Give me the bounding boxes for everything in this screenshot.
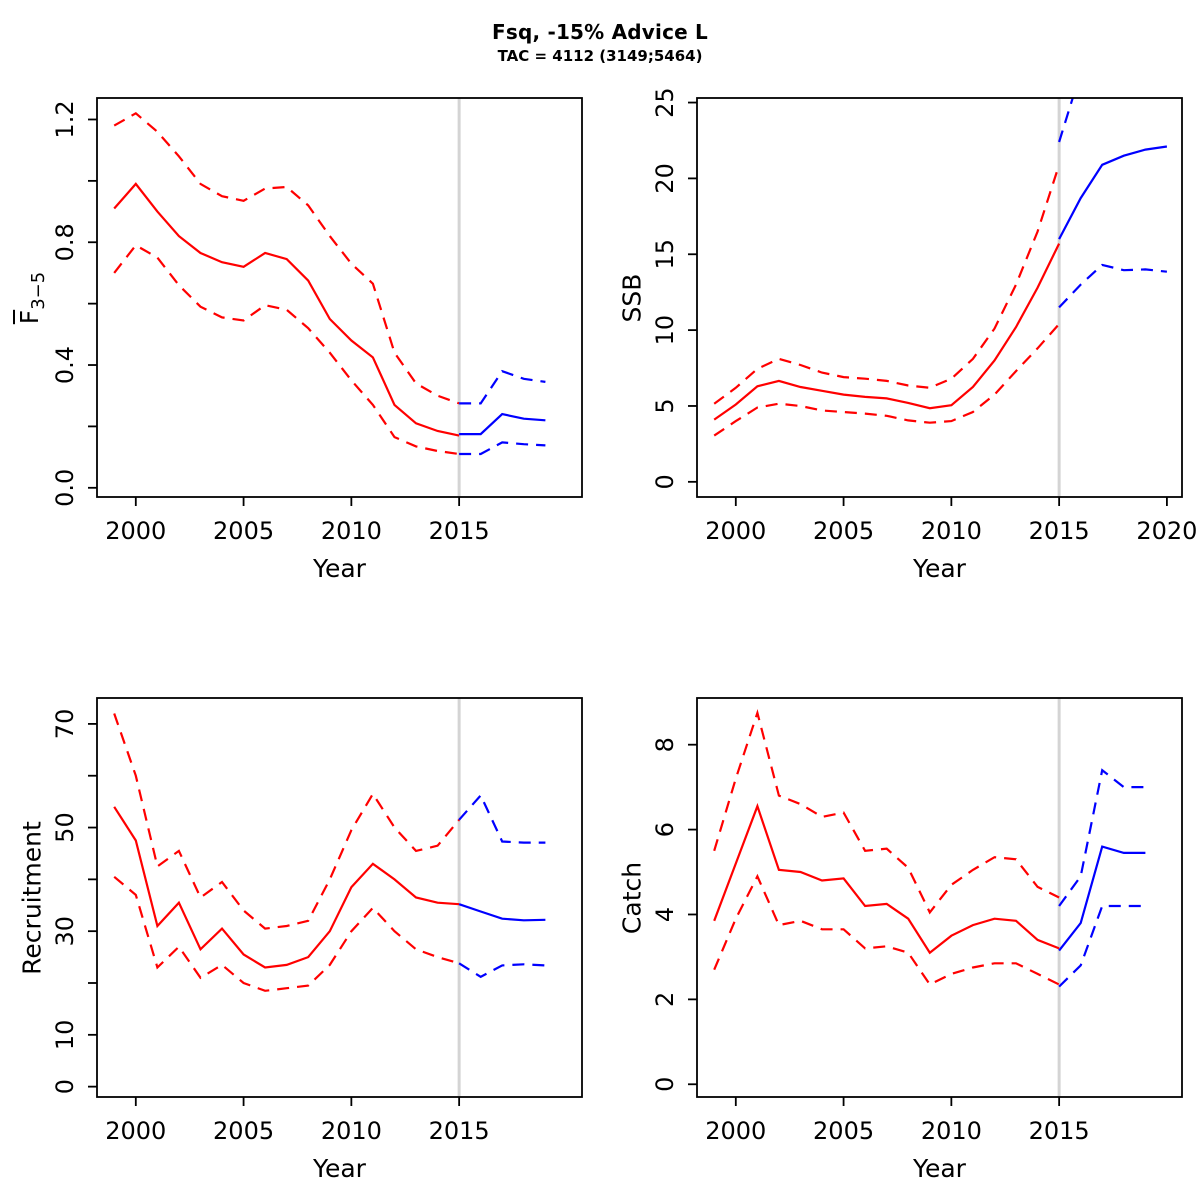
y-tick-label: 10 <box>51 1020 79 1051</box>
y-tick-label: 0.4 <box>51 346 79 384</box>
x-axis-title: Year <box>912 1154 967 1183</box>
series-forecast-lower <box>1058 904 1146 988</box>
x-tick-label: 2000 <box>705 1117 766 1145</box>
y-tick-label: 4 <box>651 907 679 922</box>
y-tick-label: 15 <box>651 239 679 270</box>
x-tick-label: 2020 <box>1136 517 1197 545</box>
y-tick-label: 25 <box>651 87 679 118</box>
x-tick-label: 2015 <box>1029 517 1090 545</box>
plot-box <box>696 697 1183 1098</box>
series-history-lower <box>713 323 1060 437</box>
y-tick-label: 0.8 <box>51 223 79 261</box>
y-tick-label: 6 <box>651 822 679 837</box>
plot-box <box>96 697 583 1098</box>
x-tick-label: 2015 <box>1029 1117 1090 1145</box>
y-tick-label: 0 <box>651 474 679 489</box>
chart-catch: 2000 2005 2010 2015 0 2 4 6 8 Year Catch <box>600 660 1200 1200</box>
chart-catch-canvas: 2000 2005 2010 2015 0 2 4 6 8 Year <box>651 697 1183 1183</box>
series-history-upper <box>113 111 460 405</box>
x-tick-label: 2010 <box>921 517 982 545</box>
y-tick-label: 70 <box>51 709 79 740</box>
series-history-median <box>113 806 460 969</box>
x-tick-label: 2015 <box>429 517 490 545</box>
x-tick-label: 2010 <box>321 517 382 545</box>
y-tick-label: 0 <box>651 1077 679 1092</box>
y-tick-label: 1.2 <box>51 100 79 138</box>
series-forecast-lower <box>1058 263 1168 309</box>
figure-title: Fsq, -15% Advice L <box>492 20 708 44</box>
series-history-lower <box>713 873 1060 986</box>
y-tick-label: 5 <box>651 398 679 413</box>
y-tick-label: 30 <box>51 916 79 947</box>
series-history-lower <box>113 243 460 456</box>
series-forecast-median <box>458 903 546 922</box>
series-history-upper <box>713 709 1060 915</box>
chart-recruitment: 2000 2005 2010 2015 0 10 30 50 70 Year Recruitment <box>0 660 600 1200</box>
x-tick-label: 2010 <box>921 1117 982 1145</box>
series-history-upper <box>113 713 460 930</box>
x-tick-label: 2005 <box>213 517 274 545</box>
series-forecast-upper <box>1058 768 1146 907</box>
series-forecast-upper <box>458 793 546 844</box>
x-tick-label: 2005 <box>813 517 874 545</box>
y-tick-label: 8 <box>651 737 679 752</box>
series-history-median <box>113 182 460 437</box>
series-forecast-lower <box>459 441 546 456</box>
y-tick-label: 20 <box>651 163 679 194</box>
plot-box <box>696 97 1183 498</box>
series-forecast-upper <box>1058 98 1074 143</box>
chart-recruitment-canvas: 2000 2005 2010 2015 0 10 30 50 70 Year <box>51 697 583 1183</box>
series-history-lower <box>113 875 460 992</box>
series-history-upper <box>713 164 1061 405</box>
x-tick-label: 2000 <box>105 517 166 545</box>
series-history-median <box>713 243 1061 421</box>
y-axis-title: Recruitment <box>17 820 47 975</box>
x-tick-label: 2005 <box>213 1117 274 1145</box>
x-axis-title: Year <box>912 554 967 583</box>
x-axis-title: Year <box>312 1154 367 1183</box>
y-tick-label: 10 <box>651 315 679 346</box>
plot-box <box>96 97 583 498</box>
series-forecast-median <box>1058 845 1146 952</box>
figure-subtitle: TAC = 4112 (3149;5464) <box>497 47 703 65</box>
y-tick-label: 0.0 <box>51 469 79 507</box>
x-axis-title: Year <box>312 554 367 583</box>
y-axis-title: SSB <box>617 273 647 322</box>
x-tick-label: 2015 <box>429 1117 490 1145</box>
x-tick-label: 2000 <box>105 1117 166 1145</box>
chart-ssb-canvas: 2000 2005 2010 2015 2020 0 5 10 15 20 25 Year <box>651 87 1197 583</box>
y-tick-label: 0 <box>51 1079 79 1094</box>
x-tick-label: 2000 <box>705 517 766 545</box>
x-tick-label: 2010 <box>321 1117 382 1145</box>
series-forecast-upper <box>459 369 546 405</box>
y-tick-label: 2 <box>651 992 679 1007</box>
chart-fbar: 2000 2005 2010 2015 0.0 0.4 0.8 1.2 Year F3−5 <box>0 60 600 640</box>
y-axis-title: Catch <box>617 861 647 934</box>
series-forecast-median <box>1058 145 1168 240</box>
chart-ssb: 2000 2005 2010 2015 2020 0 5 10 15 20 25 Year SSB <box>600 60 1200 640</box>
chart-fbar-canvas: 2000 2005 2010 2015 0.0 0.4 0.8 1.2 Year <box>51 97 583 583</box>
series-forecast-median <box>459 412 546 436</box>
series-forecast-lower <box>458 962 546 979</box>
y-axis-title: F3−5 <box>15 271 49 324</box>
x-tick-label: 2005 <box>813 1117 874 1145</box>
y-tick-label: 50 <box>51 812 79 843</box>
series-history-median <box>713 802 1060 955</box>
